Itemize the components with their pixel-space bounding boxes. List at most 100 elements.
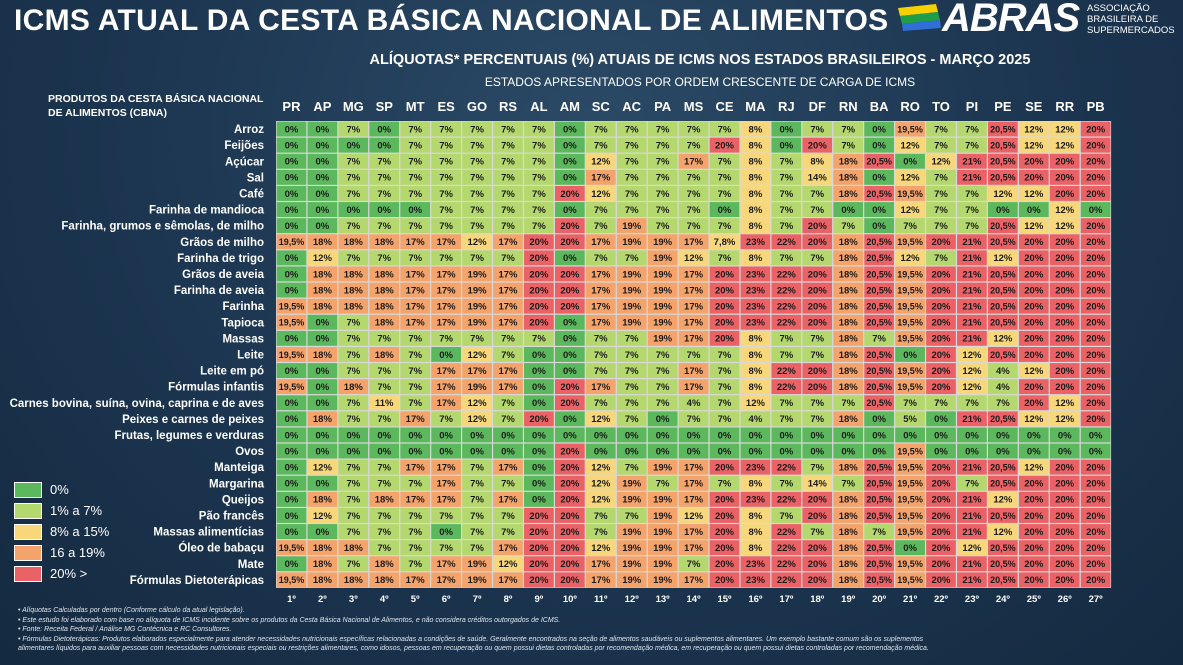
cell-value-label: 7% <box>687 350 701 361</box>
legend-label-1: 1% a 7% <box>50 503 103 518</box>
heatmap-cell <box>616 347 647 362</box>
cell-value-label: 7% <box>439 189 453 200</box>
cell-value-label: 17% <box>406 495 426 506</box>
heatmap-cell <box>616 572 647 588</box>
cell-value-label: 20,5% <box>866 318 892 328</box>
heatmap-cell <box>802 427 833 443</box>
state-header-RN: RN <box>839 99 858 114</box>
cell-value-label: 17% <box>437 495 457 506</box>
heatmap-cell <box>462 491 492 507</box>
cell-value-label: 7% <box>625 334 639 345</box>
heatmap-cell <box>338 169 369 185</box>
cell-value-label: 18% <box>375 495 395 506</box>
heatmap-cell <box>709 347 740 362</box>
state-header-RJ: RJ <box>778 99 795 114</box>
product-label: Fórmulas infantis <box>168 382 264 394</box>
cell-value-label: 0% <box>316 189 330 200</box>
heatmap-cell <box>740 169 771 185</box>
heatmap-cell <box>1080 282 1111 298</box>
cell-value-label: 7% <box>408 124 422 135</box>
cell-value-label: 20% <box>931 318 951 329</box>
cell-value-label: 7% <box>718 221 732 232</box>
cell-value-label: 19,5% <box>279 543 305 553</box>
heatmap-cell <box>369 153 400 169</box>
cell-value-label: 20,5% <box>990 269 1016 279</box>
heatmap-cell <box>431 153 461 169</box>
heatmap-cell <box>678 443 709 459</box>
heatmap-cell <box>554 137 585 153</box>
cell-value-label: 7% <box>532 140 546 151</box>
heatmap-cell <box>771 363 802 378</box>
legend-swatch-3 <box>14 545 42 561</box>
heatmap-cell <box>400 266 431 282</box>
heatmap-cell <box>369 250 400 266</box>
heatmap-cell <box>1018 363 1049 378</box>
heatmap-cell <box>957 186 987 201</box>
heatmap-cell <box>771 459 802 475</box>
heatmap-cell <box>307 282 338 298</box>
heatmap-cell <box>1018 540 1049 556</box>
heatmap-cell <box>338 347 369 362</box>
cell-value-label: 7% <box>439 253 453 264</box>
cell-value-label: 7% <box>346 511 360 522</box>
heatmap-cell <box>585 169 616 185</box>
heatmap-cell <box>369 137 400 153</box>
cell-value-label: 20% <box>1086 495 1106 506</box>
heatmap-cell <box>369 202 400 217</box>
heatmap-cell <box>709 186 740 201</box>
cell-value-label: 12% <box>1024 140 1044 151</box>
heatmap-cell <box>462 266 492 282</box>
heatmap-cell <box>926 234 956 250</box>
cell-value-label: 0% <box>718 446 732 457</box>
heatmap-cell <box>771 427 802 443</box>
heatmap-cell <box>338 556 369 572</box>
cell-value-label: 7% <box>687 559 701 570</box>
heatmap-cell <box>647 508 678 523</box>
heatmap-cell <box>926 540 956 556</box>
cell-value-label: 0% <box>377 430 391 441</box>
heatmap-cell <box>957 153 987 169</box>
cell-value-label: 12% <box>1055 205 1075 216</box>
heatmap-cell <box>493 347 523 362</box>
heatmap-cell <box>493 234 523 250</box>
heatmap-cell <box>616 298 647 314</box>
heatmap-cell <box>369 379 400 395</box>
cell-value-label: 18% <box>839 173 859 184</box>
cell-value-label: 0% <box>285 221 299 232</box>
heatmap-cell <box>554 524 585 539</box>
heatmap-cell <box>1049 459 1080 475</box>
cell-value-label: 7% <box>903 221 917 232</box>
heatmap-cell <box>802 330 833 346</box>
cell-value-label: 7% <box>346 189 360 200</box>
cell-value-label: 18% <box>839 285 859 296</box>
cell-value-label: 0% <box>316 446 330 457</box>
rank-label-2: 2º <box>318 594 327 605</box>
heatmap-cell <box>1080 443 1111 459</box>
cell-value-label: 18% <box>375 350 395 361</box>
heatmap-cell <box>276 153 307 169</box>
state-header-AM: AM <box>560 99 580 114</box>
cell-value-label: 7% <box>377 462 391 473</box>
heatmap-cell <box>307 427 338 443</box>
heatmap-cell <box>771 153 802 169</box>
cell-value-label: 4% <box>996 382 1010 393</box>
cell-value-label: 21% <box>962 318 982 329</box>
cell-value-label: 20% <box>1086 189 1106 200</box>
heatmap-cell <box>957 411 987 427</box>
heatmap-cell <box>864 218 894 234</box>
cell-value-label: 20% <box>1086 221 1106 232</box>
heatmap-cell <box>369 572 400 588</box>
cell-value-label: 7,8% <box>714 237 736 248</box>
heatmap-cell <box>585 314 616 330</box>
heatmap-cell <box>678 202 709 217</box>
heatmap-cell <box>647 202 678 217</box>
cell-value-label: 20% <box>1086 479 1106 490</box>
heatmap-cell <box>895 186 925 201</box>
heatmap-cell <box>524 395 554 411</box>
cell-value-label: 7% <box>408 527 422 538</box>
cell-value-label: 0% <box>285 173 299 184</box>
heatmap-cell <box>276 475 307 491</box>
heatmap-cell <box>369 234 400 250</box>
cell-value-label: 19% <box>622 285 642 296</box>
heatmap-cell <box>895 363 925 378</box>
